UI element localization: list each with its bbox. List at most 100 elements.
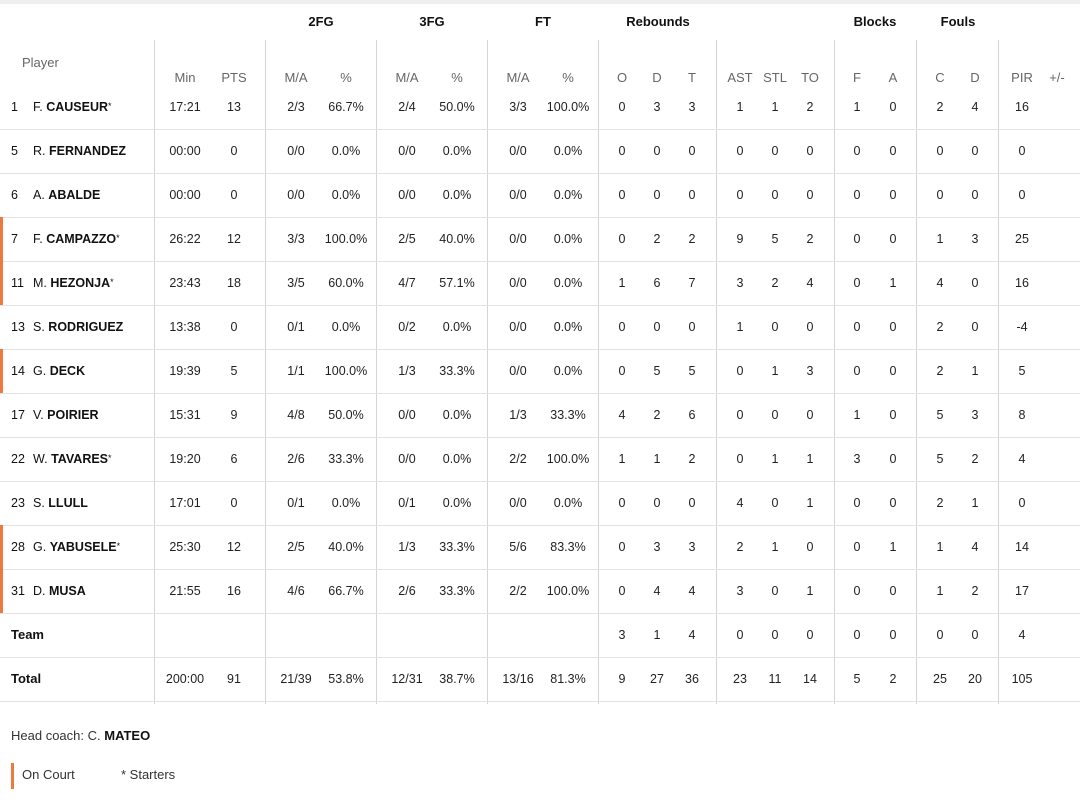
- stat-cell-stl-12: 2: [771, 276, 779, 290]
- stat-cell-ma-2: 4/8: [287, 408, 305, 422]
- stat-cell-pir-18: 5: [1018, 364, 1026, 378]
- group-header-blocks: Blocks: [853, 14, 897, 29]
- player-last-name: DECK: [49, 364, 86, 378]
- player-name[interactable]: W. TAVARES*: [33, 451, 112, 467]
- on-court-legend: On Court: [22, 767, 75, 782]
- stat-cell-ma-4: 1/3: [398, 540, 416, 554]
- stat-cell--7: [538, 627, 598, 643]
- stat-cell--3: [316, 627, 376, 643]
- player-first-initial: A.: [33, 188, 45, 202]
- table-row[interactable]: 17 V. POIRIER 15:31 9 4/8 50.0% 0/0 0.0% 1/3 33.3…: [0, 393, 1080, 437]
- column-divider: [154, 40, 155, 704]
- stat-cell--5: 33.3%: [439, 364, 475, 378]
- table-row[interactable]: 13 S. RODRIGUEZ 13:38 0 0/1 0.0% 0/2 0.0% 0/0 0.0…: [0, 305, 1080, 349]
- subheader-13: TO: [801, 70, 819, 85]
- stat-cell--19: [1027, 363, 1080, 379]
- stat-cell-ma-4: 1/3: [398, 364, 416, 378]
- player-name[interactable]: S. LLULL: [33, 495, 88, 511]
- table-row[interactable]: 22 W. TAVARES* 19:20 6 2/6 33.3% 0/0 0.0% 2/2 100…: [0, 437, 1080, 481]
- stat-cell-pir-18: 0: [1018, 144, 1026, 158]
- table-row[interactable]: 1 F. CAUSEUR* 17:21 13 2/3 66.7% 2/4 50.0% 3/3 10…: [0, 85, 1080, 129]
- player-first-initial: F.: [33, 100, 43, 114]
- stat-cell-ast-11: 4: [736, 496, 744, 510]
- stat-cell-pts-1: 0: [230, 320, 238, 334]
- stat-cell-pts-1: 91: [227, 672, 241, 686]
- row-divider: [0, 305, 1080, 306]
- player-name[interactable]: S. RODRIGUEZ: [33, 319, 123, 335]
- stat-cell-t-10: 0: [688, 320, 696, 334]
- subheader-8: O: [616, 70, 628, 85]
- stat-cell-a-15: 0: [889, 408, 897, 422]
- player-first-initial: S.: [33, 320, 45, 334]
- player-name[interactable]: M. HEZONJA*: [33, 275, 114, 291]
- total-label: Total: [11, 671, 42, 686]
- stat-cell--5: 38.7%: [439, 672, 475, 686]
- table-row[interactable]: 11 M. HEZONJA* 23:43 18 3/5 60.0% 4/7 57.1% 0/0 0…: [0, 261, 1080, 305]
- stat-cell-d-17: 2: [971, 452, 979, 466]
- player-name[interactable]: R. FERNANDEZ: [33, 143, 126, 159]
- stat-cell--7: 0.0%: [553, 320, 583, 334]
- stat-cell-c-16: 1: [936, 584, 944, 598]
- on-court-marker: [0, 261, 3, 305]
- group-header-ft: FT: [535, 14, 551, 29]
- column-divider: [916, 40, 917, 704]
- stat-cell-ast-11: 0: [736, 408, 744, 422]
- stat-cell--7: 0.0%: [553, 496, 583, 510]
- player-name[interactable]: A. ABALDE: [33, 187, 100, 203]
- stat-cell-ma-2: 3/3: [287, 232, 305, 246]
- stat-cell-ma-2: 2/5: [287, 540, 305, 554]
- stat-cell-f-14: 1: [853, 100, 861, 114]
- stat-cell-a-15: 1: [889, 276, 897, 290]
- player-name[interactable]: G. YABUSELE*: [33, 539, 120, 555]
- player-name[interactable]: D. MUSA: [33, 583, 86, 599]
- stat-cell-d-17: 4: [971, 100, 979, 114]
- stat-cell-o-8: 0: [618, 188, 626, 202]
- stat-cell-f-14: 5: [853, 672, 861, 686]
- stat-cell-ma-2: 1/1: [287, 364, 305, 378]
- stat-cell-min-0: 19:20: [169, 452, 201, 466]
- stat-cell--5: 0.0%: [442, 452, 472, 466]
- player-last-name: YABUSELE: [49, 540, 117, 554]
- stat-cell-d-9: 4: [653, 584, 661, 598]
- stat-cell--7: 83.3%: [550, 540, 586, 554]
- player-name[interactable]: G. DECK: [33, 363, 85, 379]
- player-name[interactable]: F. CAUSEUR*: [33, 99, 112, 115]
- table-row[interactable]: 28 G. YABUSELE* 25:30 12 2/5 40.0% 1/3 33.3% 5/6…: [0, 525, 1080, 569]
- stat-cell-ma-2: 2/3: [287, 100, 305, 114]
- table-row[interactable]: 14 G. DECK 19:39 5 1/1 100.0% 1/3 33.3% 0/0 0.0% 0…: [0, 349, 1080, 393]
- stat-cell-to-13: 14: [803, 672, 817, 686]
- table-row[interactable]: 7 F. CAMPAZZO* 26:22 12 3/3 100.0% 2/5 40.0% 0/0…: [0, 217, 1080, 261]
- stat-cell--3: 0.0%: [331, 320, 361, 334]
- table-row[interactable]: 31 D. MUSA 21:55 16 4/6 66.7% 2/6 33.3% 2/2 100.0…: [0, 569, 1080, 613]
- player-name[interactable]: V. POIRIER: [33, 407, 99, 423]
- stat-cell-o-8: 0: [618, 144, 626, 158]
- stat-cell-ma-6: 2/2: [509, 452, 527, 466]
- stat-cell-o-8: 0: [618, 364, 626, 378]
- stat-cell-ast-11: 3: [736, 276, 744, 290]
- stat-cell-d-9: 0: [653, 320, 661, 334]
- stat-cell--19: [1027, 451, 1080, 467]
- stat-cell-a-15: 0: [889, 364, 897, 378]
- stat-cell-ma-4: 2/5: [398, 232, 416, 246]
- player-first-initial: R.: [33, 144, 46, 158]
- player-name[interactable]: F. CAMPAZZO*: [33, 231, 120, 247]
- group-header-rebounds: Rebounds: [626, 14, 690, 29]
- table-row[interactable]: 23 S. LLULL 17:01 0 0/1 0.0% 0/1 0.0% 0/0 0.0% 0 0 0…: [0, 481, 1080, 525]
- stat-cell-o-8: 0: [618, 584, 626, 598]
- stat-cell-ast-11: 1: [736, 320, 744, 334]
- stat-cell-to-13: 2: [806, 232, 814, 246]
- on-court-marker: [0, 217, 3, 261]
- stat-cell-ma-4: 2/4: [398, 100, 416, 114]
- stat-cell-c-16: 25: [933, 672, 947, 686]
- stat-cell--5: 57.1%: [439, 276, 475, 290]
- stat-cell--19: [1027, 275, 1080, 291]
- stat-cell-pir-18: -4: [1016, 320, 1028, 334]
- stat-cell--7: 0.0%: [553, 144, 583, 158]
- stat-cell-c-16: 0: [936, 628, 944, 642]
- table-row[interactable]: 6 A. ABALDE 00:00 0 0/0 0.0% 0/0 0.0% 0/0 0.0% 0 0 0…: [0, 173, 1080, 217]
- column-divider: [598, 40, 599, 704]
- table-row[interactable]: 5 R. FERNANDEZ 00:00 0 0/0 0.0% 0/0 0.0% 0/0 0.0%…: [0, 129, 1080, 173]
- subheader-12: STL: [763, 70, 787, 85]
- stat-cell-stl-12: 0: [771, 408, 779, 422]
- stat-cell-d-17: 0: [971, 320, 979, 334]
